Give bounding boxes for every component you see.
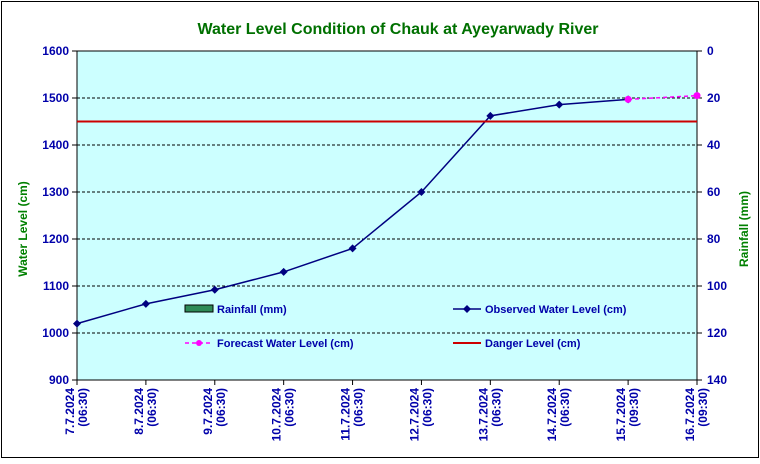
y-tick-label: 1600 xyxy=(42,44,69,58)
legend-label: Observed Water Level (cm) xyxy=(485,304,627,316)
x-tick-date: 12.7.2024 xyxy=(407,388,421,442)
x-tick-label: 10.7.2024 (06:30) xyxy=(270,388,297,442)
chart-title: Water Level Condition of Chauk at Ayeyar… xyxy=(198,21,599,38)
y-axis-label-right: Rainfall (mm) xyxy=(737,191,751,267)
x-tick-time: (06:30) xyxy=(145,388,159,427)
y-tick-label: 1200 xyxy=(42,232,69,246)
x-tick-date: 14.7.2024 xyxy=(545,388,559,442)
series-group xyxy=(73,92,701,328)
x-tick-date: 10.7.2024 xyxy=(270,388,284,442)
legend-label: Danger Level (cm) xyxy=(485,338,581,350)
x-axis: 7.7.2024 (06:30) 8.7.2024 (06:30) 9.7.2024 (0… xyxy=(63,380,710,441)
x-tick-time: (06:30) xyxy=(558,388,572,427)
legend-marker-observed xyxy=(463,305,471,313)
legend-marker-forecast xyxy=(196,340,202,346)
x-tick-label: 9.7.2024 (06:30) xyxy=(201,388,228,435)
observed-point xyxy=(73,319,81,328)
legend-swatch-rainfall xyxy=(184,304,214,313)
y-tick-label: 1400 xyxy=(42,138,69,152)
observed-point xyxy=(141,299,150,308)
x-tick-time: (06:30) xyxy=(214,388,228,427)
forecast-point xyxy=(693,92,701,100)
x-tick-label: 15.7.2024 (09:30) xyxy=(614,388,641,442)
x-tick-label: 12.7.2024 (06:30) xyxy=(407,388,434,442)
y-axis-left: 900 1000 1100 1200 1300 1400 1500 1600 xyxy=(42,44,77,387)
x-tick-date: 9.7.2024 xyxy=(201,388,215,435)
x-tick-date: 7.7.2024 xyxy=(63,388,77,435)
x-tick-time: (09:30) xyxy=(627,388,641,427)
observed-point xyxy=(210,285,219,294)
y-tick-label: 1100 xyxy=(43,279,69,293)
x-tick-time: (06:30) xyxy=(283,388,297,427)
x-tick-date: 16.7.2024 xyxy=(683,388,697,442)
observed-point xyxy=(486,111,495,120)
y-axis-right: 140 120 100 80 60 40 20 0 xyxy=(697,44,727,387)
y2-tick-label: 100 xyxy=(707,279,727,293)
y2-tick-label: 60 xyxy=(707,185,721,199)
x-tick-time: (06:30) xyxy=(420,388,434,427)
x-tick-date: 13.7.2024 xyxy=(476,388,490,442)
y2-tick-label: 140 xyxy=(707,373,727,387)
x-tick-time: (06:30) xyxy=(352,388,366,427)
plot-area xyxy=(76,50,698,381)
legend: Rainfall (mm) Observed Water Level (cm) Fo… xyxy=(184,304,627,350)
y2-tick-label: 80 xyxy=(707,232,721,246)
x-tick-label: 8.7.2024 (06:30) xyxy=(132,388,159,435)
y-tick-label: 900 xyxy=(49,373,69,387)
observed-point xyxy=(348,244,357,253)
y-tick-label: 1000 xyxy=(42,326,69,340)
x-tick-date: 15.7.2024 xyxy=(614,388,628,442)
x-tick-label: 13.7.2024 (06:30) xyxy=(476,388,503,442)
observed-point xyxy=(417,188,426,196)
gridlines xyxy=(77,97,697,334)
x-tick-label: 11.7.2024 (06:30) xyxy=(339,388,366,441)
x-tick-time: (09:30) xyxy=(696,388,710,427)
y2-tick-label: 0 xyxy=(707,44,714,58)
x-tick-date: 8.7.2024 xyxy=(132,388,146,435)
forecast-line xyxy=(628,94,698,101)
legend-label: Forecast Water Level (cm) xyxy=(217,338,354,350)
x-tick-label: 14.7.2024 (06:30) xyxy=(545,388,572,442)
y-tick-label: 1500 xyxy=(42,91,69,105)
x-tick-date: 11.7.2024 xyxy=(339,388,353,441)
y2-tick-label: 20 xyxy=(707,91,721,105)
x-tick-time: (06:30) xyxy=(489,388,503,427)
legend-label: Rainfall (mm) xyxy=(217,304,287,316)
y2-tick-label: 40 xyxy=(707,138,721,152)
forecast-point xyxy=(624,95,632,103)
observed-point xyxy=(279,267,288,276)
x-tick-label: 7.7.2024 (06:30) xyxy=(63,388,90,435)
observed-point xyxy=(555,100,564,109)
x-tick-time: (06:30) xyxy=(76,388,90,427)
y-tick-label: 1300 xyxy=(42,185,69,199)
y2-tick-label: 120 xyxy=(707,326,727,340)
y-axis-label-left: Water Level (cm) xyxy=(16,181,30,277)
x-tick-label: 16.7.2024 (09:30) xyxy=(683,388,710,442)
